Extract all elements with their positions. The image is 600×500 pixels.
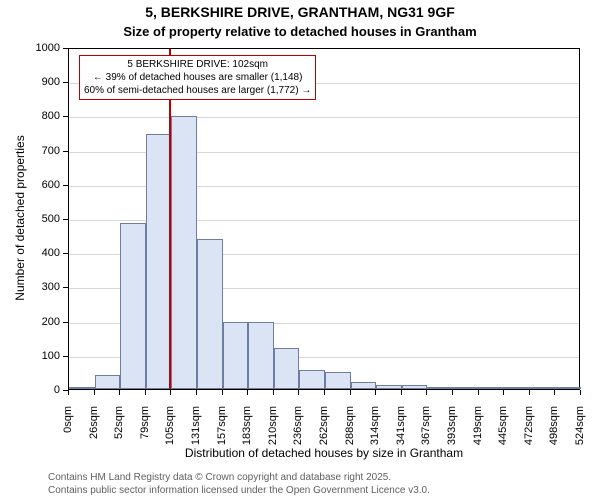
histogram-bar: [351, 382, 377, 389]
x-tick: [350, 390, 351, 395]
y-tick-label: 200: [0, 316, 60, 328]
x-tick: [94, 390, 95, 395]
x-tick: [273, 390, 274, 395]
x-tick: [401, 390, 402, 395]
y-tick-label: 600: [0, 179, 60, 191]
y-tick: [63, 287, 68, 288]
plot-area: 5 BERKSHIRE DRIVE: 102sqm← 39% of detach…: [68, 48, 580, 390]
y-axis-label: Number of detached properties: [13, 47, 27, 389]
x-tick: [478, 390, 479, 395]
histogram-bar: [325, 372, 351, 389]
chart-title-sub: Size of property relative to detached ho…: [0, 24, 600, 39]
x-tick: [247, 390, 248, 395]
histogram-bar: [274, 348, 300, 389]
footer-copyright-2: Contains public sector information licen…: [48, 485, 430, 496]
annotation-line-1: 5 BERKSHIRE DRIVE: 102sqm: [84, 58, 311, 71]
y-tick-label: 300: [0, 281, 60, 293]
y-tick: [63, 116, 68, 117]
y-tick: [63, 82, 68, 83]
x-tick: [170, 390, 171, 395]
histogram-bar: [453, 387, 479, 389]
histogram-bar: [197, 239, 223, 389]
annotation-line-2: ← 39% of detached houses are smaller (1,…: [84, 71, 311, 84]
y-tick-label: 1000: [0, 42, 60, 54]
histogram-bar: [223, 322, 249, 389]
annotation-box: 5 BERKSHIRE DRIVE: 102sqm← 39% of detach…: [79, 55, 316, 100]
x-tick: [375, 390, 376, 395]
histogram-bar: [248, 322, 274, 389]
x-tick: [119, 390, 120, 395]
x-axis-label: Distribution of detached houses by size …: [68, 446, 580, 460]
histogram-bar: [479, 387, 505, 389]
chart-title-main: 5, BERKSHIRE DRIVE, GRANTHAM, NG31 9GF: [0, 4, 600, 20]
y-tick: [63, 48, 68, 49]
y-tick-label: 500: [0, 213, 60, 225]
histogram-bar: [504, 387, 530, 389]
histogram-bar: [530, 387, 556, 389]
x-tick: [222, 390, 223, 395]
x-tick: [426, 390, 427, 395]
y-tick-label: 100: [0, 350, 60, 362]
histogram-bar: [427, 387, 453, 389]
y-tick-label: 0: [0, 384, 60, 396]
histogram-bar: [95, 375, 121, 389]
x-tick: [196, 390, 197, 395]
chart-root: 5, BERKSHIRE DRIVE, GRANTHAM, NG31 9GF S…: [0, 0, 600, 500]
histogram-bar: [69, 387, 95, 389]
histogram-bar: [376, 385, 402, 389]
histogram-bar: [120, 223, 146, 389]
x-tick: [554, 390, 555, 395]
y-tick: [63, 185, 68, 186]
y-tick-label: 800: [0, 110, 60, 122]
x-tick: [503, 390, 504, 395]
x-tick: [580, 390, 581, 395]
x-tick: [145, 390, 146, 395]
histogram-bar: [402, 385, 428, 389]
y-tick: [63, 356, 68, 357]
footer-copyright-1: Contains HM Land Registry data © Crown c…: [48, 472, 391, 483]
y-tick-label: 700: [0, 145, 60, 157]
x-tick: [452, 390, 453, 395]
y-tick-label: 900: [0, 76, 60, 88]
property-size-marker: [169, 49, 171, 389]
y-tick: [63, 219, 68, 220]
histogram-bar: [171, 116, 197, 389]
y-tick: [63, 151, 68, 152]
x-tick: [298, 390, 299, 395]
histogram-bar: [299, 370, 325, 389]
histogram-bar: [555, 387, 581, 389]
y-tick-label: 400: [0, 247, 60, 259]
annotation-line-3: 60% of semi-detached houses are larger (…: [84, 84, 311, 97]
x-tick: [529, 390, 530, 395]
x-tick: [324, 390, 325, 395]
histogram-bar: [146, 134, 172, 389]
gridline: [69, 117, 579, 118]
y-tick: [63, 322, 68, 323]
x-tick: [68, 390, 69, 395]
y-tick: [63, 253, 68, 254]
